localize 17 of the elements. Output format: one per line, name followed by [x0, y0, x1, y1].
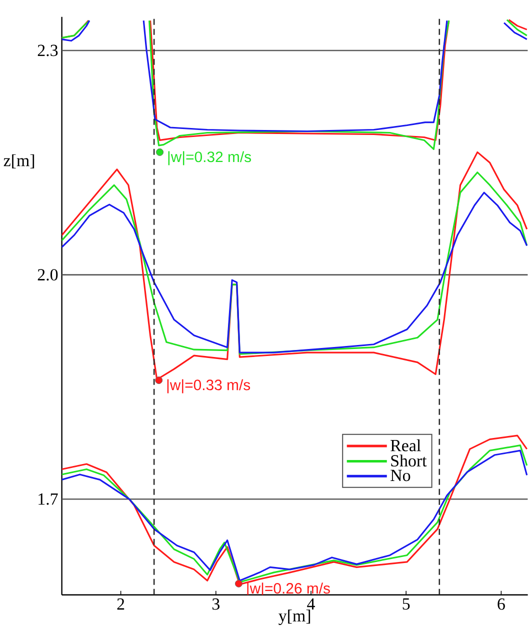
x-tick-label: 5 [403, 598, 410, 610]
annotation: |w|=0.32 m/s [168, 151, 252, 166]
y-tick-label: 1.7 [38, 493, 58, 505]
x-tick-label: 3 [212, 598, 220, 610]
line-series [503, 22, 528, 40]
y-axis-title: z[m] [4, 154, 34, 168]
legend-label: Short [391, 454, 427, 467]
legend-label: No [390, 470, 410, 482]
annotation: |w|=0.33 m/s [168, 379, 250, 394]
annotation: |w|=0.26 m/s [247, 582, 330, 597]
x-tick-label: 6 [498, 598, 506, 610]
x-tick-label: 4 [307, 598, 316, 610]
y-tick-label: 2.0 [38, 269, 58, 281]
x-axis-title: y[m] [278, 610, 310, 625]
x-tick-label: 2 [118, 598, 124, 610]
legend-label: Real [390, 439, 422, 452]
y-tick-label: 2.3 [38, 44, 58, 56]
